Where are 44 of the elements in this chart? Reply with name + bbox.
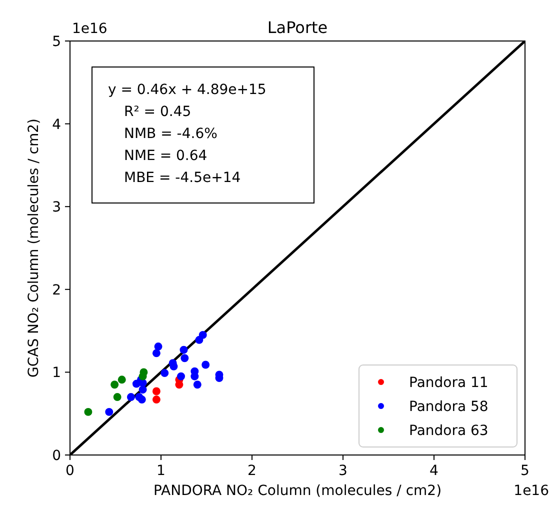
- x-tick-label: 4: [430, 463, 439, 479]
- point: [138, 396, 146, 404]
- point: [180, 354, 189, 362]
- point: [193, 380, 202, 389]
- legend-label: Pandora 11: [409, 375, 488, 391]
- y-tick-label: 0: [52, 448, 61, 464]
- text: 1e16: [72, 21, 108, 37]
- point: [152, 387, 160, 396]
- point: [113, 393, 122, 402]
- point: [160, 369, 169, 378]
- annotation: MBE = -4.5e+14: [124, 170, 241, 186]
- point: [84, 408, 92, 416]
- x-tick-label: 3: [338, 463, 348, 479]
- legend-label: Pandora 63: [409, 423, 488, 439]
- point: [126, 393, 135, 402]
- y-tick-label: 5: [52, 34, 61, 50]
- x-axis-title: PANDORA NO₂ Column (molecules / cm2): [153, 483, 442, 499]
- point: [152, 396, 160, 404]
- point: [198, 330, 207, 339]
- annotation: y = 0.46x + 4.89e+15: [108, 82, 266, 98]
- chart-title: LaPorte: [267, 18, 328, 37]
- point: [202, 360, 210, 369]
- x-tick-label: 5: [520, 463, 530, 479]
- x-tick-label: 2: [248, 463, 256, 479]
- y-tick-label: 3: [52, 200, 61, 216]
- point: [105, 408, 114, 416]
- y-tick-label: 4: [52, 116, 62, 133]
- y-axis-title: GCAS NO₂ Column (molecules / cm2): [26, 118, 42, 378]
- annotation: R² = 0.45: [124, 104, 192, 120]
- point: [180, 346, 188, 354]
- legend-label: Pandora 58: [409, 399, 488, 415]
- text: 1e16: [514, 483, 550, 499]
- x-tick-label: 1: [156, 463, 166, 479]
- point: [152, 349, 160, 358]
- point: [154, 342, 162, 351]
- y-tick-label: 1: [52, 365, 61, 382]
- point: [110, 380, 119, 389]
- x-tick-label: 0: [66, 463, 74, 479]
- point: [138, 386, 147, 394]
- annotation: NME = 0.64: [124, 148, 208, 164]
- point: [118, 376, 126, 384]
- annotation: NMB = -4.6%: [124, 126, 218, 142]
- y-tick-label: 2: [52, 282, 61, 298]
- point: [177, 372, 186, 380]
